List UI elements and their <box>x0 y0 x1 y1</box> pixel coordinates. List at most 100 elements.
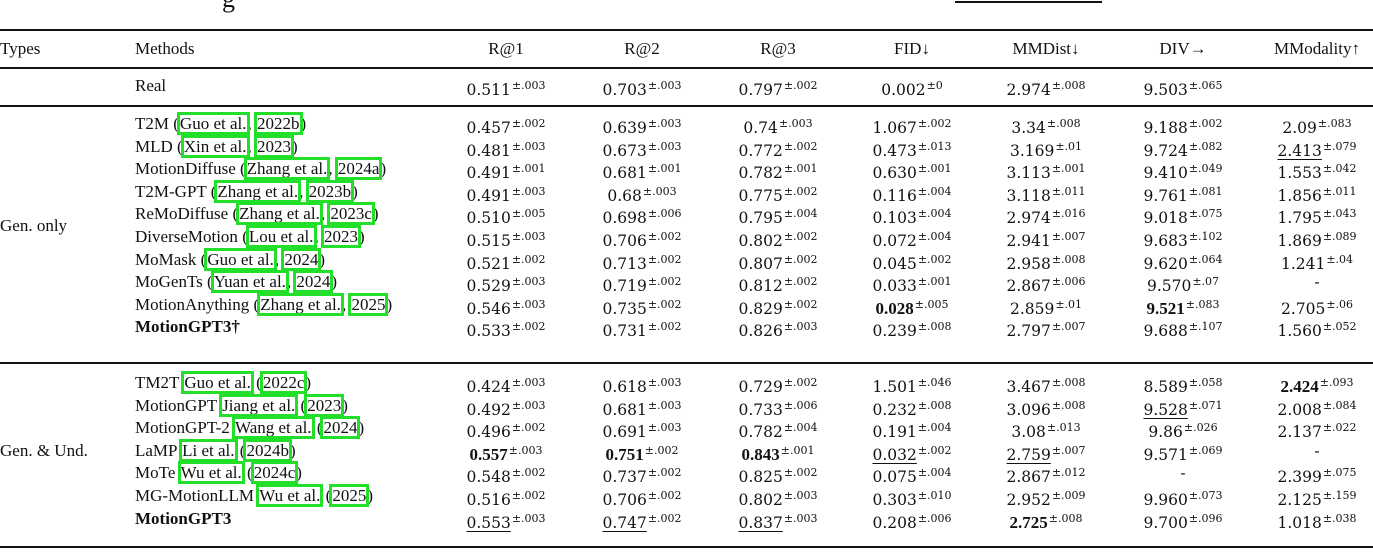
citation-year-link[interactable]: 2025 <box>348 292 389 316</box>
citation-author-link[interactable]: Li et al. <box>179 438 238 462</box>
cite-close: ) <box>386 294 393 314</box>
metric-std: ±.001 <box>647 162 682 176</box>
metric-std: ±.001 <box>511 162 546 176</box>
citation-year-link[interactable]: 2023c <box>327 202 375 226</box>
method-name: MoTe <box>135 463 176 483</box>
citation-author-link[interactable]: Wang et al. <box>232 416 315 440</box>
table-row-metric-3: 0.232±.008 <box>872 396 951 420</box>
metric-value: 2.859 <box>1009 299 1055 318</box>
metric-value: 0.698 <box>602 209 647 228</box>
method-cell: MotionGPT-2 Wang et al. (2024) <box>135 416 364 440</box>
cite-open: ( <box>169 114 179 133</box>
metric-value: 0.191 <box>872 423 917 442</box>
metric-std: ±.003 <box>783 511 818 525</box>
metric-value: 0.516 <box>466 491 511 509</box>
citation-author-link[interactable]: Xin et al. <box>180 134 250 158</box>
table-row-metric-0: 0.491±.003 <box>466 182 545 206</box>
metric-std: ±.002 <box>647 320 682 334</box>
table-row-metric-6: - <box>1314 441 1319 461</box>
citation-year-link[interactable]: 2024 <box>320 416 361 440</box>
metric-value: 0.807 <box>738 254 783 273</box>
table-row-metric-5: 9.571±.069 <box>1143 441 1222 465</box>
group-type-label: Gen. only <box>0 215 68 235</box>
metric-std: ±.003 <box>647 117 682 130</box>
citation-author-link[interactable]: Zhang et al. <box>214 179 302 203</box>
method-cell: T2M (Guo et al., 2022b) <box>135 112 307 135</box>
metric-value: 0.797 <box>738 81 783 99</box>
citation-author-link[interactable]: Guo et al. <box>204 247 277 271</box>
metric-value: - <box>1180 464 1186 483</box>
metric-value: 0.737 <box>602 468 647 487</box>
citation-author-link[interactable]: Yuan et al. <box>210 270 289 294</box>
metric-value: 0.713 <box>602 254 647 273</box>
header-types: Types <box>0 39 41 58</box>
citation-year-link[interactable]: 2024c <box>250 461 299 485</box>
table-row-metric-0: 0.424±.003 <box>466 373 545 397</box>
metric-value: 0.303 <box>872 491 917 509</box>
metric-value: - <box>1314 441 1320 460</box>
metric-std: ±.006 <box>1051 275 1086 289</box>
metric-value: 0.795 <box>738 209 783 228</box>
citation-year-link[interactable]: 2022c <box>259 371 308 394</box>
method-name: DiverseMotion <box>135 227 238 246</box>
method-cell: ReMoDiffuse (Zhang et al., 2023c) <box>135 202 379 226</box>
method-name: MotionGPT-2 <box>135 418 230 438</box>
method-cell: T2M-GPT (Zhang et al., 2023b) <box>135 179 358 203</box>
metric-std: ±.002 <box>783 376 818 389</box>
table-row-metric-5: 9.570±.07 <box>1147 272 1219 296</box>
metric-value: 0.729 <box>738 378 783 396</box>
table-row-metric-6: 1.856±.011 <box>1277 182 1356 206</box>
metric-std: ±.084 <box>1322 398 1357 412</box>
cite-sep: ( <box>242 463 253 483</box>
citation-year-link[interactable]: 2024a <box>334 157 383 181</box>
cite-open: ( <box>202 272 213 292</box>
table-row-metric-0: 0.491±.001 <box>466 159 545 183</box>
metric-std: ±.06 <box>1326 297 1354 311</box>
citation-author-link[interactable]: Zhang et al. <box>236 202 323 226</box>
citation-author-link[interactable]: Jiang et al. <box>219 393 299 417</box>
citation-year-link[interactable]: 2024 <box>281 247 322 271</box>
metric-value: 0.515 <box>466 232 511 250</box>
metric-std: ±.075 <box>1188 207 1223 221</box>
table-row-metric-2: 0.807±.002 <box>738 250 817 274</box>
cite-close: ) <box>300 114 307 133</box>
citation-author-link[interactable]: Guo et al. <box>181 371 254 394</box>
citation-author-link[interactable]: Wu et al. <box>177 461 245 485</box>
metric-std: ±.093 <box>1319 376 1354 389</box>
citation-year-link[interactable]: 2022b <box>254 112 303 135</box>
metric-std: ±.002 <box>511 421 546 435</box>
metric-std: ±.003 <box>511 376 546 389</box>
real-row-metric-0: 0.511±.003 <box>466 76 545 100</box>
citation-author-link[interactable]: Wu et al. <box>256 484 324 507</box>
citation-author-link[interactable]: Zhang et al. <box>243 157 331 181</box>
table-row-metric-5: 9.528±.071 <box>1143 396 1222 420</box>
citation-author-link[interactable]: Lou et al. <box>245 225 317 248</box>
metric-std: ±.003 <box>511 79 546 92</box>
citation-year-link[interactable]: 2025 <box>329 484 370 507</box>
metric-value: 0.232 <box>872 400 917 419</box>
metric-std: ±.002 <box>647 297 682 311</box>
table-row-metric-5: 9.700±.096 <box>1143 509 1222 533</box>
metric-value: 0.491 <box>466 186 511 205</box>
table-row-metric-4: 3.467±.008 <box>1006 373 1085 397</box>
table-row-metric-6: 1.241±.04 <box>1281 250 1353 274</box>
table-row-metric-1: 0.731±.002 <box>602 317 681 341</box>
citation-author-link[interactable]: Guo et al. <box>176 112 250 135</box>
citation-year-link[interactable]: 2024b <box>243 438 292 462</box>
metric-value: 0.782 <box>738 164 783 183</box>
table-row-metric-2: 0.795±.004 <box>738 204 817 228</box>
citation-year-link[interactable]: 2023 <box>321 225 362 248</box>
table-row-metric-0: 0.481±.003 <box>466 137 545 161</box>
table-row-metric-6: 1.869±.089 <box>1277 227 1356 251</box>
metric-value: 0.618 <box>602 378 647 396</box>
citation-year-link[interactable]: 2023 <box>254 134 294 158</box>
cite-sep: ( <box>321 486 332 505</box>
citation-year-link[interactable]: 2023 <box>304 393 345 417</box>
citation-year-link[interactable]: 2023b <box>305 179 355 203</box>
real-row-metric-5: 9.503±.065 <box>1143 76 1222 100</box>
citation-author-link[interactable]: Zhang et al. <box>257 292 344 316</box>
citation-year-link[interactable]: 2024 <box>293 270 334 294</box>
metric-value: 9.528 <box>1143 400 1188 419</box>
metric-std: ±.011 <box>1322 184 1357 198</box>
table-row-metric-0: 0.496±.002 <box>466 418 545 442</box>
